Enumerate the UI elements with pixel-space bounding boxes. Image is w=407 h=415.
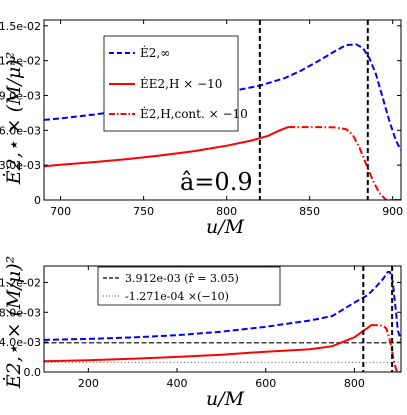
series-horizon-cont-line [288,126,401,200]
y-tick-label: 8.0e-03 [0,306,41,319]
bottom-legend-box [97,266,281,306]
x-tick-label: 600 [255,377,276,390]
top-xlabel: u/M [206,216,245,238]
top-yticks: 0 3.0e-03 6.0e-03 9.0e-03 1.2e-02 1.5e-02 [0,20,401,207]
top-xticks: 700 750 800 850 900 [50,20,403,218]
x-tick-label: 900 [382,205,403,218]
y-tick-label: 4.0e-03 [0,336,41,349]
bottom-panel: 200 400 600 800 0.0 4.0e-03 8.0e-03 1.2e-02 3.… [0,265,402,390]
x-tick-label: 850 [299,205,320,218]
y-tick-label: 6.0e-03 [0,124,41,137]
bottom-xlabel: u/M [206,388,245,410]
y-tick-label: 0.0 [24,366,42,379]
bottom-ylabel-text: Ė2,⋆ × (M/μ)² [2,256,25,390]
spin-annotation: â=0.9 [180,168,253,196]
legend-label-horizon: ĖE2,H × −10 [140,76,222,91]
y-tick-label: 3.0e-03 [0,159,41,172]
y-tick-label: 0 [34,194,41,207]
top-vlines [258,20,369,200]
series-horizon-cont-line [370,324,401,372]
y-tick-label: 1.5e-02 [0,20,41,33]
series-horizon-line [44,126,289,168]
top-legend: Ė2,∞ ĖE2,H × −10 Ė2,H,cont. × −10 [103,35,248,132]
bottom-axes-frame [43,265,402,373]
legend-label-hline-1: 3.912e-03 (r̂ = 3.05) [125,272,239,285]
top-ylabel: Ė2,⋆ × (M/μ)² [2,52,25,186]
legend-label-hline-2: -1.271e-04 ×(−10) [125,290,229,303]
bottom-vlines [362,266,394,372]
legend-label-horizon-cont: Ė2,H,cont. × −10 [140,106,248,121]
top-panel: 700 750 800 850 900 0 3.0e-03 6.0e-03 9.0e-03 1.… [0,19,403,218]
top-axes-frame [43,19,402,201]
bottom-legend: 3.912e-03 (r̂ = 3.05) -1.271e-04 ×(−10) [97,266,281,306]
top-ylabel-text: Ė2,⋆ × (M/μ)² [2,52,25,186]
bottom-ylabel: Ė2,⋆ × (M/μ)² [2,256,25,390]
legend-label-inf: Ė2,∞ [140,45,170,60]
x-tick-label: 800 [216,205,237,218]
y-tick-label: 1.2e-02 [0,276,41,289]
x-tick-label: 400 [167,377,188,390]
x-tick-label: 800 [344,377,365,390]
y-tick-label: 9.0e-03 [0,89,41,102]
x-tick-label: 200 [78,377,99,390]
bottom-xticks: 200 400 600 800 [78,266,365,390]
y-tick-label: 1.2e-02 [0,55,41,68]
bottom-yticks: 0.0 4.0e-03 8.0e-03 1.2e-02 [0,276,401,379]
x-tick-label: 700 [50,205,71,218]
x-tick-label: 750 [133,205,154,218]
